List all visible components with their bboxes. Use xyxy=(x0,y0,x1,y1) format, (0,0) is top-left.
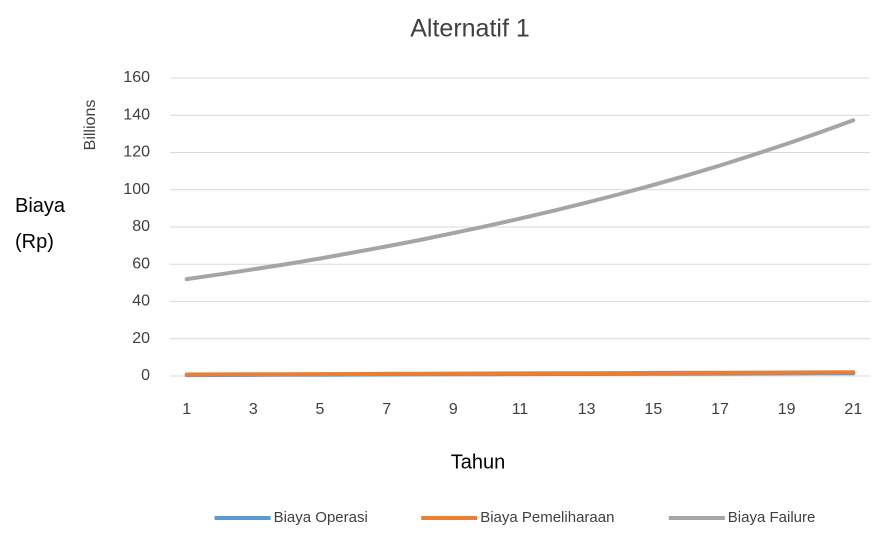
y-tick-label: 120 xyxy=(123,144,150,161)
legend-label: Biaya Operasi xyxy=(274,509,368,526)
x-tick-label: 5 xyxy=(316,401,325,418)
x-tick-label: 13 xyxy=(578,401,596,418)
y-tick-label: 20 xyxy=(132,330,150,347)
line-series xyxy=(184,118,856,282)
y-axis-title: Biaya (Rp) xyxy=(15,195,66,253)
legend-label: Biaya Failure xyxy=(728,509,816,526)
x-tick-label: 9 xyxy=(449,401,458,418)
x-tick-label: 1 xyxy=(182,401,191,418)
chart-title: Alternatif 1 xyxy=(410,15,530,43)
x-tick-label: 3 xyxy=(249,401,258,418)
x-tick-label: 21 xyxy=(844,401,862,418)
x-tick-label: 15 xyxy=(644,401,662,418)
line-series xyxy=(184,370,856,377)
y-tick-label: 100 xyxy=(123,181,150,198)
y-tick-label: 40 xyxy=(132,293,150,310)
y-unit-label: Billions xyxy=(82,100,99,151)
y-tick-label: 0 xyxy=(141,367,150,384)
legend-label: Biaya Pemeliharaan xyxy=(480,509,614,526)
y-tick-label: 80 xyxy=(132,218,150,235)
x-axis-title: Tahun xyxy=(451,451,506,473)
x-tick-label: 7 xyxy=(382,401,391,418)
x-tick-label: 17 xyxy=(711,401,729,418)
y-tick-label: 160 xyxy=(123,69,150,86)
y-tick-label: 140 xyxy=(123,106,150,123)
y-tick-label: 60 xyxy=(132,255,150,272)
x-tick-label: 11 xyxy=(512,401,529,418)
x-tick-label: 19 xyxy=(778,401,796,418)
